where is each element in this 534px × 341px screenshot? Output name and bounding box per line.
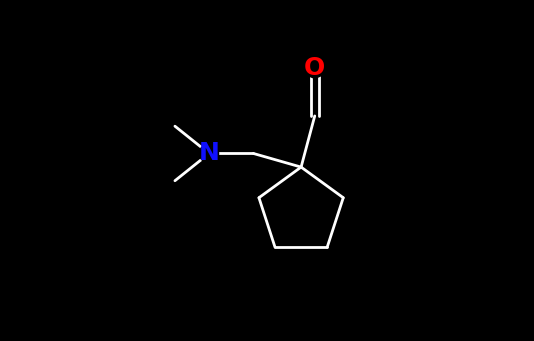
Text: N: N bbox=[199, 142, 219, 165]
Text: O: O bbox=[304, 56, 325, 80]
Circle shape bbox=[305, 59, 324, 78]
Circle shape bbox=[200, 144, 218, 163]
